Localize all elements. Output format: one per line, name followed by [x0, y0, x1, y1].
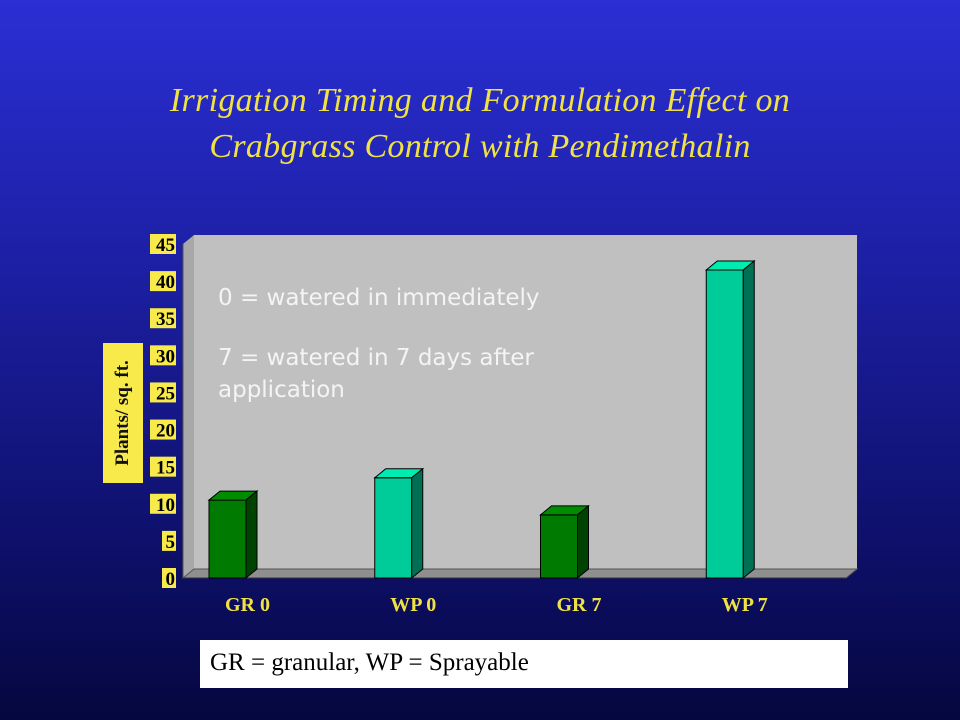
y-tick-label: 25 [156, 383, 175, 404]
x-category-label: GR 7 [557, 594, 602, 616]
y-tick-label: 10 [156, 495, 175, 516]
y-tick-label-background [150, 345, 176, 366]
y-axis-label-box [103, 343, 143, 483]
y-tick-label: 35 [156, 309, 175, 330]
y-tick-label-background [150, 419, 176, 440]
bar [540, 514, 578, 579]
y-tick-label-background [150, 382, 176, 403]
plot-floor [181, 568, 859, 579]
bar-side [411, 467, 424, 580]
slide-title-line-1: Irrigation Timing and Formulation Effect… [169, 82, 791, 119]
y-tick-label: 45 [156, 235, 175, 256]
y-tick-label-background [162, 568, 176, 588]
x-category-label: WP 7 [722, 594, 768, 616]
y-tick-label-background [162, 530, 176, 551]
footer-legend-box: GR = granular, WP = Sprayable [200, 640, 848, 688]
footer-legend-text: GR = granular, WP = Sprayable [210, 649, 529, 676]
bar [705, 269, 744, 579]
y-tick-label: 40 [156, 272, 175, 293]
y-tick-label: 5 [166, 532, 176, 553]
y-tick-label-background [150, 493, 176, 514]
plot-side-wall [183, 235, 194, 578]
x-category-label: WP 0 [390, 594, 436, 616]
y-axis-label: Plants/ sq. ft. [112, 360, 133, 466]
y-tick-label: 20 [156, 421, 175, 442]
slide-title: Irrigation Timing and Formulation Effect… [0, 78, 960, 170]
y-tick-label: 15 [156, 458, 175, 479]
y-tick-label-background [150, 456, 176, 477]
note-watered-immediately: 0 = watered in immediately [218, 285, 540, 311]
x-category-label: GR 0 [225, 594, 270, 616]
y-tick-label-background [150, 234, 176, 254]
y-tick-label: 0 [166, 569, 176, 590]
bar-side [245, 490, 258, 580]
bar [374, 477, 413, 579]
note-watered-7-days: 7 = watered in 7 days after application [218, 345, 534, 403]
bar-side [577, 504, 589, 580]
y-tick-label-background [150, 308, 176, 329]
slide-title-line-2: Crabgrass Control with Pendimethalin [209, 128, 751, 165]
y-tick-label: 30 [156, 346, 175, 367]
bar [208, 499, 247, 579]
y-tick-label-background [150, 271, 176, 292]
bar-side [742, 259, 755, 580]
